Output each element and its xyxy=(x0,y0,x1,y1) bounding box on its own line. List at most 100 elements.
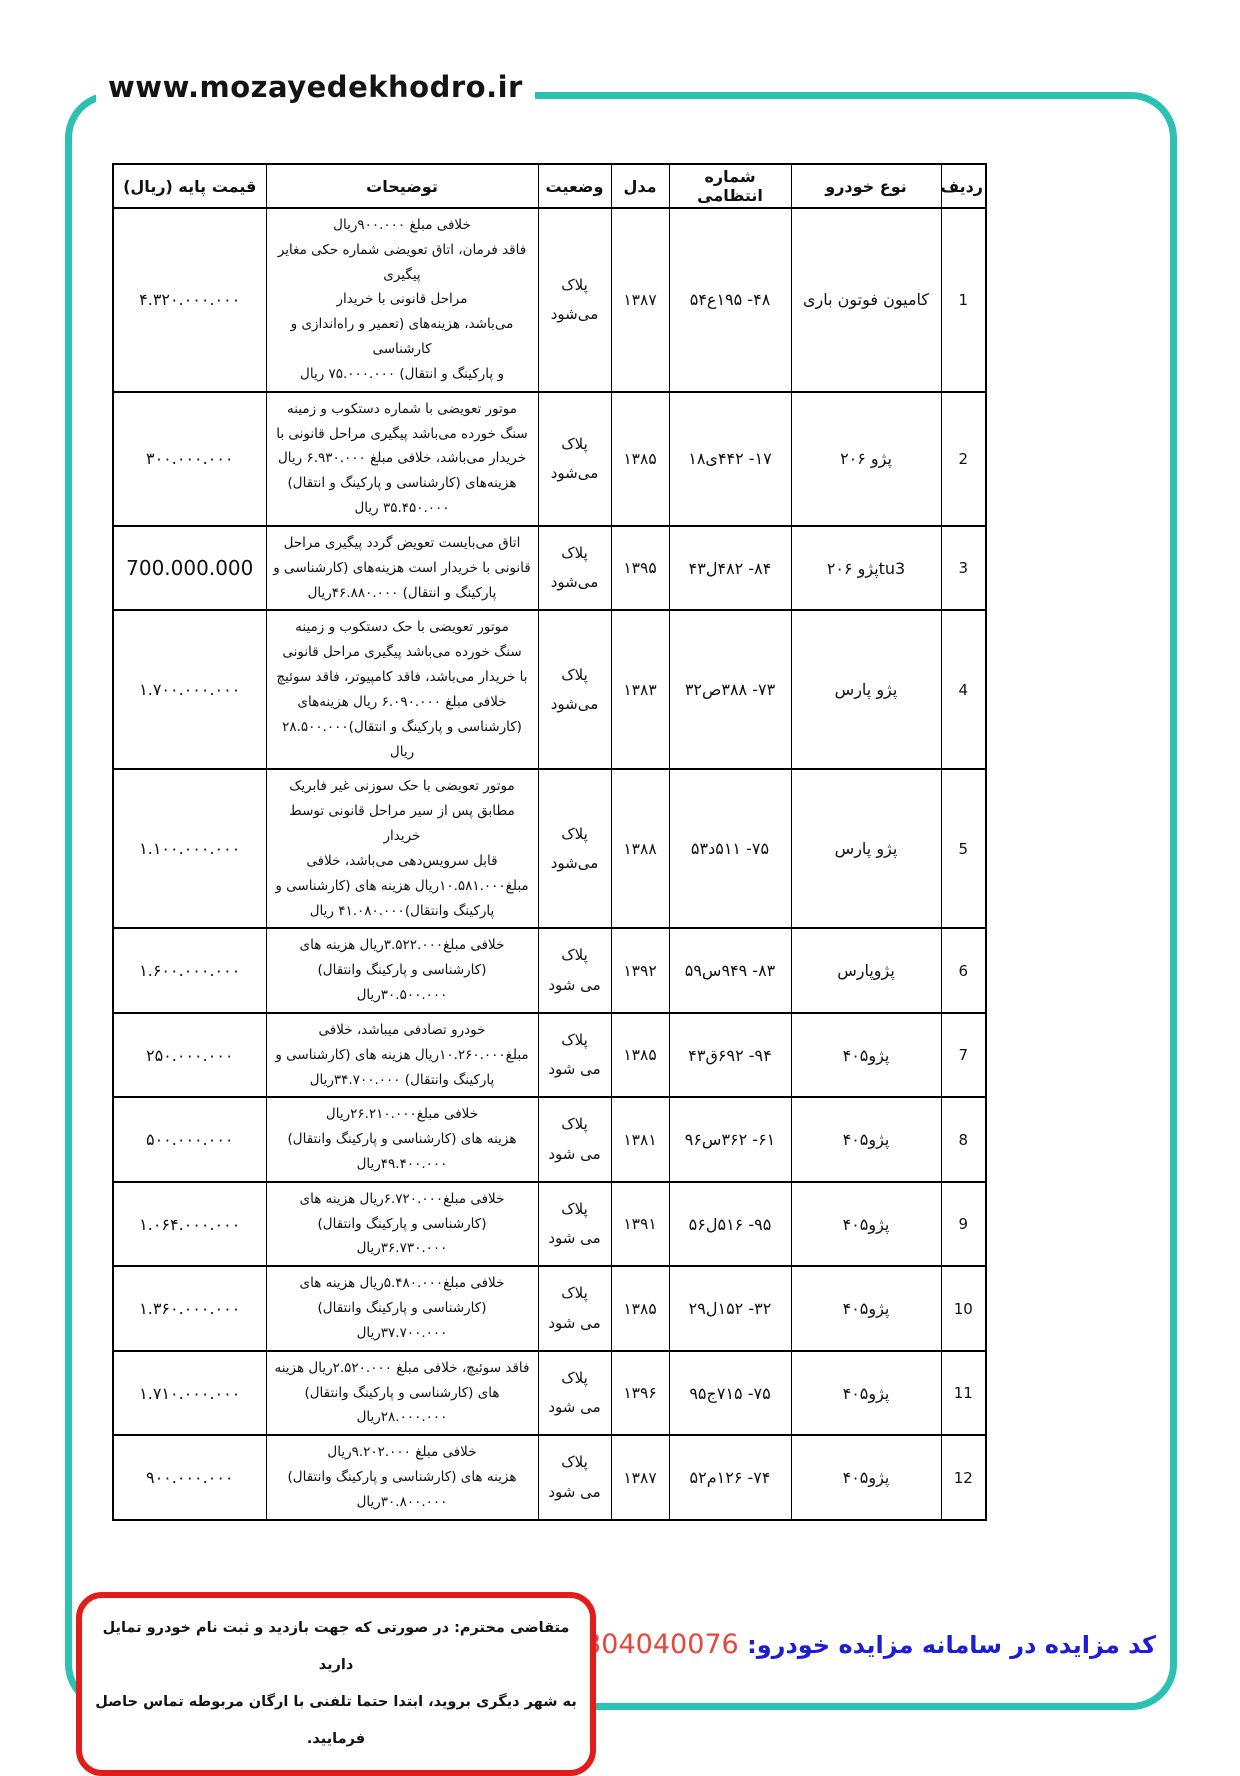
page-frame-border xyxy=(65,92,1177,1710)
cell-model: ۱۳۸۵ xyxy=(610,390,670,527)
cell-plate-no: ۸۳- ۹۴۹س۵۹ xyxy=(668,927,792,1014)
site-url: www.mozayedekhodro.ir xyxy=(96,70,535,104)
cell-row-no: 10 xyxy=(940,1265,987,1352)
cell-status: پلاک می‌شود xyxy=(537,390,612,527)
cell-description: اتاق می‌بایست تعویض گردد پیگیری مراحل قا… xyxy=(265,524,539,612)
cell-plate-no: ۷۵- ۵۱۱د۵۳ xyxy=(668,768,792,930)
header-plate-no: شماره انتظامی xyxy=(668,163,792,209)
cell-status: پلاک می شود xyxy=(537,1434,612,1521)
cell-base-price: ۹۰۰.۰۰۰.۰۰۰ xyxy=(112,1434,267,1521)
cell-row-no: 8 xyxy=(940,1096,987,1183)
cell-model: ۱۳۸۸ xyxy=(610,768,670,930)
table-row: 8 پژو۴۰۵ ۶۱- ۳۶۲س۹۶ ۱۳۸۱ پلاک می شود خلا… xyxy=(112,1096,987,1183)
cell-vehicle-type: پژو۴۰۵ xyxy=(790,1265,942,1352)
cell-row-no: 12 xyxy=(940,1434,987,1521)
cell-row-no: 5 xyxy=(940,768,987,930)
table-row: 1 کامیون فوتون باری ۴۸- ۱۹۵ع۵۴ ۱۳۸۷ پلاک… xyxy=(112,207,987,393)
cell-plate-no: ۱۷- ۴۴۲ی۱۸ xyxy=(668,390,792,527)
cell-vehicle-type: پژو پارس xyxy=(790,768,942,930)
cell-base-price: ۳۰۰.۰۰۰.۰۰۰ xyxy=(112,390,267,527)
cell-status: پلاک می‌شود xyxy=(537,768,612,930)
cell-base-price: ۴.۳۲۰.۰۰۰.۰۰۰ xyxy=(112,207,267,393)
header-model: مدل xyxy=(610,163,670,209)
table-row: 3 tu3پژو ۲۰۶ ۸۴- ۴۸۲ل۴۳ ۱۳۹۵ پلاک می‌شود… xyxy=(112,524,987,612)
cell-status: پلاک می شود xyxy=(537,927,612,1014)
cell-vehicle-type: پژو۴۰۵ xyxy=(790,1011,942,1099)
cell-status: پلاک می شود xyxy=(537,1265,612,1352)
applicant-notice-box: متقاضی محترم: در صورتی که جهت بازدید و ث… xyxy=(76,1592,596,1776)
cell-base-price: 700.000.000 xyxy=(112,524,267,612)
table-row: 9 پژو۴۰۵ ۹۵- ۵۱۶ل۵۶ ۱۳۹۱ پلاک می شود خلا… xyxy=(112,1180,987,1268)
cell-description: خودرو تصادفی میباشد، خلافی مبلغ۱۰.۲۶۰.۰۰… xyxy=(265,1011,539,1099)
cell-row-no: 3 xyxy=(940,524,987,612)
cell-plate-no: ۳۲- ۱۵۲ل۲۹ xyxy=(668,1265,792,1352)
auction-table: ردیف نوع خودرو شماره انتظامی مدل وضعیت ت… xyxy=(112,163,987,1521)
cell-vehicle-type: پژو ۲۰۶ xyxy=(790,390,942,527)
header-base-price: قیمت پایه (ریال) xyxy=(112,163,267,209)
cell-plate-no: ۶۱- ۳۶۲س۹۶ xyxy=(668,1096,792,1183)
cell-vehicle-type: tu3پژو ۲۰۶ xyxy=(790,524,942,612)
header-status: وضعیت xyxy=(537,163,612,209)
cell-vehicle-type: پژو پارس xyxy=(790,609,942,771)
table-row: 12 پژو۴۰۵ ۷۴- ۱۲۶م۵۲ ۱۳۸۷ پلاک می شود خل… xyxy=(112,1434,987,1521)
cell-vehicle-type: پژو۴۰۵ xyxy=(790,1349,942,1437)
auction-code-line: کد مزایده در سامانه مزایده خودرو: 630404… xyxy=(563,1629,1156,1660)
cell-description: خلافی مبلغ۶.۷۲۰.۰۰۰ریال هزینه های (کارشن… xyxy=(265,1180,539,1268)
cell-vehicle-type: پژو۴۰۵ xyxy=(790,1096,942,1183)
cell-plate-no: ۹۵- ۵۱۶ل۵۶ xyxy=(668,1180,792,1268)
cell-model: ۱۳۹۲ xyxy=(610,927,670,1014)
table-body: 1 کامیون فوتون باری ۴۸- ۱۹۵ع۵۴ ۱۳۸۷ پلاک… xyxy=(112,207,987,1521)
table-row: 5 پژو پارس ۷۵- ۵۱۱د۵۳ ۱۳۸۸ پلاک می‌شود م… xyxy=(112,768,987,930)
cell-model: ۱۳۹۱ xyxy=(610,1180,670,1268)
cell-model: ۱۳۹۶ xyxy=(610,1349,670,1437)
auction-code-label: کد مزایده در سامانه مزایده خودرو: xyxy=(747,1631,1156,1659)
cell-row-no: 7 xyxy=(940,1011,987,1099)
table-row: 6 پژوپارس ۸۳- ۹۴۹س۵۹ ۱۳۹۲ پلاک می شود خل… xyxy=(112,927,987,1014)
table-row: 10 پژو۴۰۵ ۳۲- ۱۵۲ل۲۹ ۱۳۸۵ پلاک می شود خل… xyxy=(112,1265,987,1352)
cell-row-no: 4 xyxy=(940,609,987,771)
cell-model: ۱۳۸۱ xyxy=(610,1096,670,1183)
cell-base-price: ۱.۳۶۰.۰۰۰.۰۰۰ xyxy=(112,1265,267,1352)
cell-description: موتور تعویضی با حک سوزنی غیر فابریک مطاب… xyxy=(265,768,539,930)
cell-status: پلاک می شود xyxy=(537,1011,612,1099)
cell-plate-no: ۸۴- ۴۸۲ل۴۳ xyxy=(668,524,792,612)
cell-base-price: ۲۵۰.۰۰۰.۰۰۰ xyxy=(112,1011,267,1099)
cell-base-price: ۱.۶۰۰.۰۰۰.۰۰۰ xyxy=(112,927,267,1014)
cell-base-price: ۱.۷۱۰.۰۰۰.۰۰۰ xyxy=(112,1349,267,1437)
cell-model: ۱۳۸۵ xyxy=(610,1011,670,1099)
cell-vehicle-type: پژو۴۰۵ xyxy=(790,1434,942,1521)
table-row: 7 پژو۴۰۵ ۹۴- ۶۹۲ق۴۳ ۱۳۸۵ پلاک می شود خود… xyxy=(112,1011,987,1099)
cell-plate-no: ۹۴- ۶۹۲ق۴۳ xyxy=(668,1011,792,1099)
cell-status: پلاک می‌شود xyxy=(537,609,612,771)
cell-description: فاقد سوئیچ، خلافی مبلغ ۲.۵۲۰.۰۰۰ریال هزی… xyxy=(265,1349,539,1437)
cell-model: ۱۳۸۳ xyxy=(610,609,670,771)
cell-plate-no: ۷۳- ۳۸۸ص۳۲ xyxy=(668,609,792,771)
cell-base-price: ۱.۱۰۰.۰۰۰.۰۰۰ xyxy=(112,768,267,930)
cell-description: موتور تعویضی با شماره دستکوب و زمینه سنگ… xyxy=(265,390,539,527)
cell-status: پلاک می شود xyxy=(537,1096,612,1183)
table-row: 4 پژو پارس ۷۳- ۳۸۸ص۳۲ ۱۳۸۳ پلاک می‌شود م… xyxy=(112,609,987,771)
cell-description: خلافی مبلغ ۹.۲۰۲.۰۰۰ریال هزینه های (کارش… xyxy=(265,1434,539,1521)
cell-model: ۱۳۹۵ xyxy=(610,524,670,612)
table-row: 11 پژو۴۰۵ ۷۵- ۷۱۵ج۹۵ ۱۳۹۶ پلاک می شود فا… xyxy=(112,1349,987,1437)
table-row: 2 پژو ۲۰۶ ۱۷- ۴۴۲ی۱۸ ۱۳۸۵ پلاک می‌شود مو… xyxy=(112,390,987,527)
cell-status: پلاک می شود xyxy=(537,1180,612,1268)
header-description: توضیحات xyxy=(265,163,539,209)
cell-description: خلافی مبلغ۲۶.۲۱۰.۰۰۰ریال هزینه های (کارش… xyxy=(265,1096,539,1183)
cell-description: موتور تعویضی با حک دستکوب و زمینه سنگ خو… xyxy=(265,609,539,771)
header-vehicle-type: نوع خودرو xyxy=(790,163,942,209)
cell-status: پلاک می شود xyxy=(537,1349,612,1437)
cell-plate-no: ۷۴- ۱۲۶م۵۲ xyxy=(668,1434,792,1521)
cell-base-price: ۱.۰۶۴.۰۰۰.۰۰۰ xyxy=(112,1180,267,1268)
cell-row-no: 9 xyxy=(940,1180,987,1268)
cell-plate-no: ۴۸- ۱۹۵ع۵۴ xyxy=(668,207,792,393)
cell-model: ۱۳۸۵ xyxy=(610,1265,670,1352)
table-header-row: ردیف نوع خودرو شماره انتظامی مدل وضعیت ت… xyxy=(112,163,987,209)
cell-status: پلاک می‌شود xyxy=(537,524,612,612)
cell-row-no: 2 xyxy=(940,390,987,527)
cell-description: خلافی مبلغ۵.۴۸۰.۰۰۰ریال هزینه های (کارشن… xyxy=(265,1265,539,1352)
cell-plate-no: ۷۵- ۷۱۵ج۹۵ xyxy=(668,1349,792,1437)
auction-table-wrap: ردیف نوع خودرو شماره انتظامی مدل وضعیت ت… xyxy=(112,163,987,1521)
header-row-no: ردیف xyxy=(940,163,987,209)
